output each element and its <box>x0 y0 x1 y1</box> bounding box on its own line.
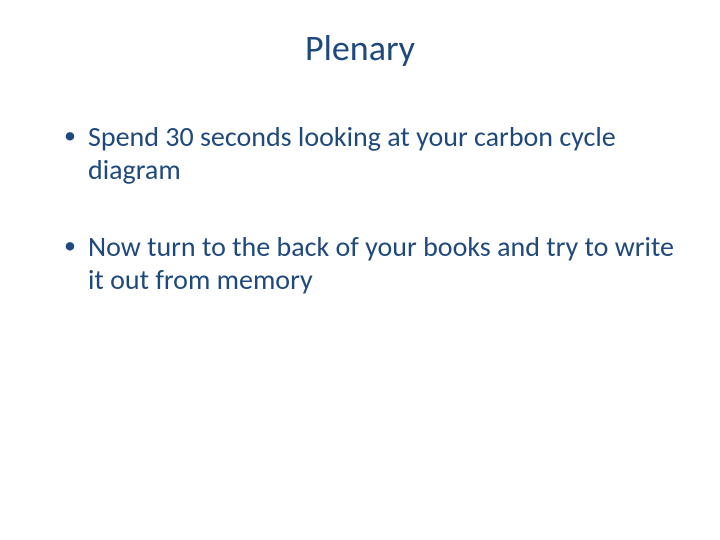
slide: Plenary Spend 30 seconds looking at your… <box>0 0 720 540</box>
bullet-item: Spend 30 seconds looking at your carbon … <box>64 120 680 186</box>
bullet-list: Spend 30 seconds looking at your carbon … <box>40 120 680 296</box>
bullet-item: Now turn to the back of your books and t… <box>64 230 680 296</box>
slide-title: Plenary <box>40 26 680 70</box>
